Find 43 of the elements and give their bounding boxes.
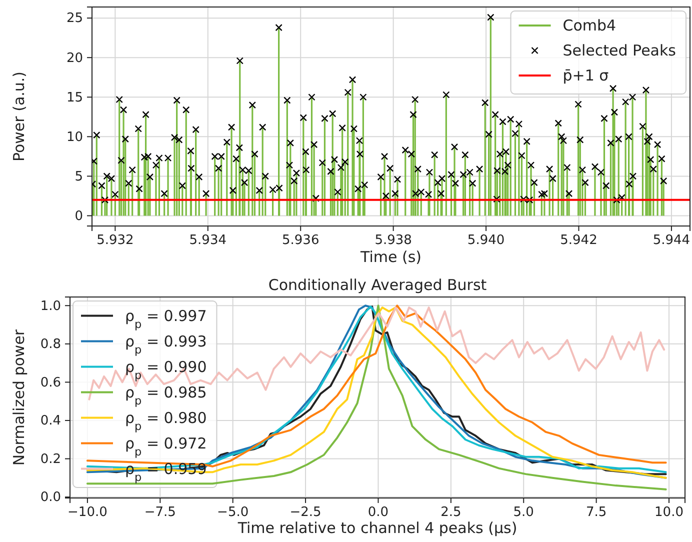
y-tick-label: 10 [66, 130, 83, 145]
x-tick-label: −5.0 [217, 505, 249, 520]
y-tick-label: 0.6 [40, 375, 61, 390]
x-tick-label: 5.0 [513, 505, 534, 520]
y-tick-label: 0 [74, 208, 83, 224]
x-axis-title: Time (s) [360, 248, 422, 266]
y-axis-title: Normalized power [10, 328, 28, 466]
chart-title: Conditionally Averaged Burst [268, 276, 487, 294]
x-tick-label: 7.5 [586, 505, 607, 520]
y-tick-label: 25 [66, 11, 83, 26]
legend-label: ρ$_{p}$ = 0.959 [125, 460, 207, 484]
legend-label: Selected Peaks [562, 42, 676, 60]
x-tick-label: 5.936 [282, 233, 320, 248]
x-tick-label: 2.5 [440, 505, 462, 520]
y-axis-title: Power (a.u.) [10, 71, 28, 162]
legend-label: ρ$_{p}$ = 0.985 [125, 383, 207, 407]
x-tick-label: 5.938 [374, 233, 412, 248]
legend-label: ρ$_{p}$ = 0.980 [125, 408, 207, 432]
x-tick-label: 0.0 [368, 505, 389, 520]
x-tick-label: 10.0 [654, 505, 684, 520]
legend-label: ρ$_{p}$ = 0.993 [125, 332, 207, 356]
y-tick-label: 0.0 [40, 490, 61, 506]
x-tick-label: 5.944 [652, 233, 690, 248]
y-tick-label: 1.0 [40, 298, 61, 314]
x-axis-title: Time relative to channel 4 peaks (μs) [236, 519, 518, 537]
y-tick-label: 0.2 [40, 452, 61, 467]
legend-label: p̄+1 σ [562, 66, 610, 84]
x-tick-label: 5.940 [467, 233, 505, 248]
legend-label: Comb4 [562, 16, 616, 34]
y-tick-label: 5 [74, 169, 83, 184]
legend-label: ρ$_{p}$ = 0.990 [125, 358, 207, 382]
x-tick-label: −2.5 [290, 505, 322, 520]
legend-label: ρ$_{p}$ = 0.972 [125, 434, 207, 458]
y-tick-label: 0.8 [40, 337, 61, 352]
y-tick-label: 20 [66, 50, 83, 66]
legend-label: ρ$_{p}$ = 0.997 [125, 306, 207, 330]
x-tick-label: −7.5 [144, 505, 176, 520]
x-tick-label: 5.934 [189, 233, 226, 248]
x-tick-label: −10.0 [68, 505, 108, 520]
y-tick-label: 15 [66, 90, 83, 106]
x-tick-label: 5.932 [96, 233, 134, 248]
x-tick-label: 5.942 [560, 233, 598, 248]
y-tick-label: 0.4 [40, 414, 61, 429]
